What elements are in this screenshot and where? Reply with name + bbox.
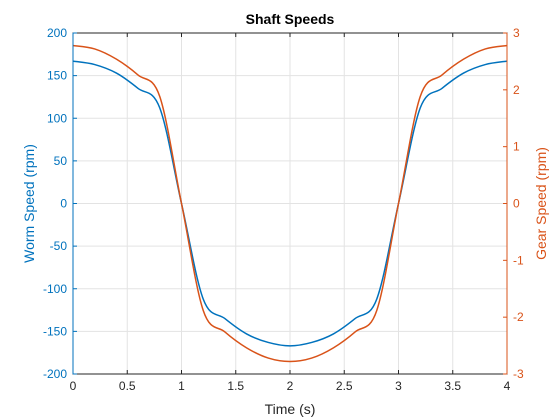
left-y-tick-label: 100	[47, 111, 67, 125]
x-tick-label: 2.5	[336, 379, 353, 393]
left-y-axis-label: Worm Speed (rpm)	[21, 144, 37, 263]
left-y-tick-label: -150	[43, 324, 67, 338]
worm-speed-series-line	[72, 60, 508, 347]
x-tick-label: 4	[504, 379, 511, 393]
x-tick-label: 3	[395, 379, 402, 393]
gear-speed-series-line	[72, 44, 508, 363]
left-y-tick-label: 150	[47, 69, 67, 83]
x-tick-label: 0	[70, 379, 77, 393]
right-y-tick-label: 0	[513, 197, 520, 211]
right-y-tick-label: 1	[513, 140, 520, 154]
x-axis-label: Time (s)	[265, 401, 316, 417]
right-y-tick-label: -2	[513, 310, 524, 324]
x-tick-label: 3.5	[444, 379, 461, 393]
left-y-tick-label: 50	[54, 154, 68, 168]
x-tick-label: 1	[178, 379, 185, 393]
left-y-tick-label: -200	[43, 367, 67, 381]
left-y-tick-label: 0	[60, 197, 67, 211]
right-y-tick-label: 3	[513, 26, 520, 40]
right-y-axis-label: Gear Speed (rpm)	[533, 147, 549, 260]
x-tick-label: 1.5	[227, 379, 244, 393]
right-y-tick-label: 2	[513, 83, 520, 97]
right-y-tick-label: -3	[513, 367, 524, 381]
grid-lines	[72, 32, 508, 375]
left-y-tick-label: -100	[43, 282, 67, 296]
right-y-tick-label: -1	[513, 253, 524, 267]
x-tick-label: 0.5	[119, 379, 136, 393]
left-y-tick-label: 200	[47, 26, 67, 40]
axes-layer: 0 0.5 1 1.5 2 2.5 3 3.5 4 200 150 100 50 0 -50 -100 -150…	[43, 26, 524, 393]
series-layer	[72, 44, 508, 363]
x-tick-label: 2	[287, 379, 294, 393]
chart-title: Shaft Speeds	[246, 11, 335, 27]
left-y-tick-label: -50	[50, 239, 68, 253]
